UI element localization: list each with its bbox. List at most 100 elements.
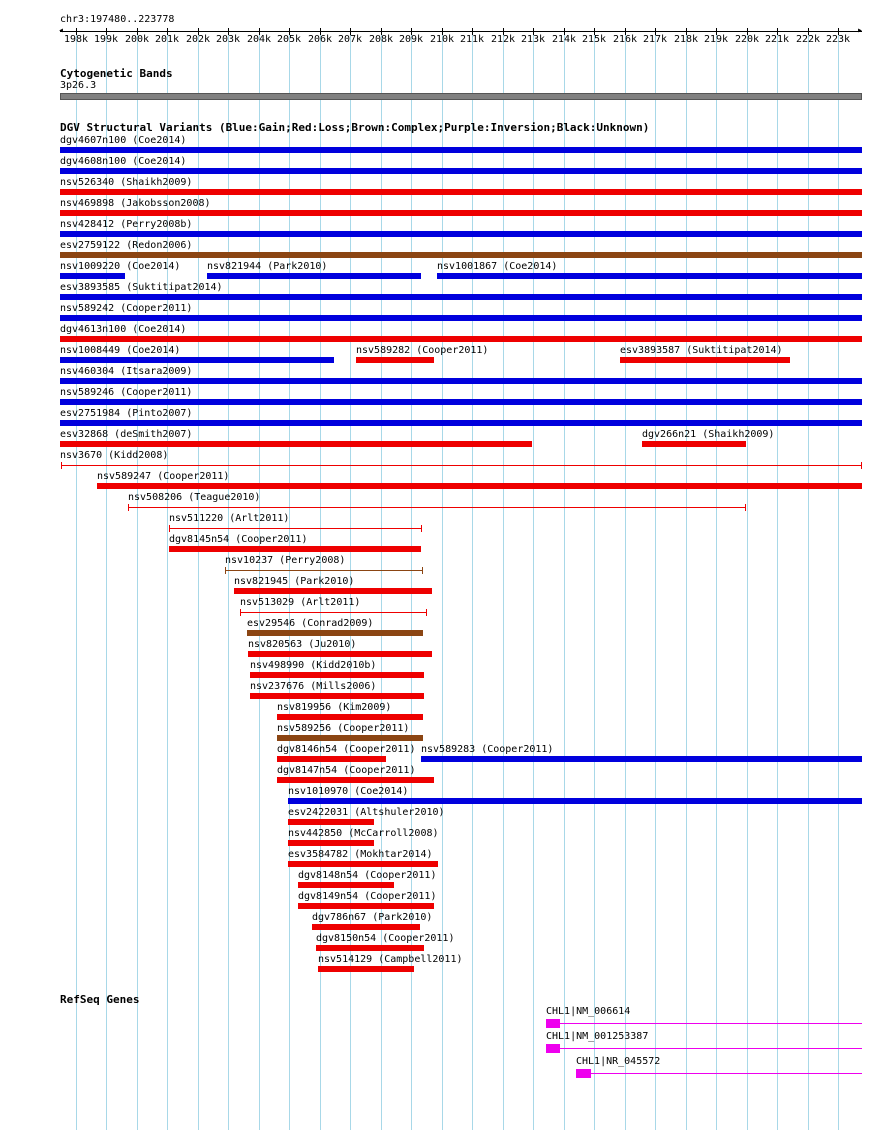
variant-label[interactable]: nsv513029 (Arlt2011)	[240, 597, 361, 608]
variant-label[interactable]: dgv4607n100 (Coe2014)	[60, 135, 187, 146]
variant-bar[interactable]	[318, 966, 414, 972]
variant-bar[interactable]	[288, 819, 374, 825]
variant-bar[interactable]	[356, 357, 434, 363]
variant-label[interactable]: nsv1010970 (Coe2014)	[288, 786, 409, 797]
variant-bar[interactable]	[207, 273, 421, 279]
variant-bar[interactable]	[298, 882, 394, 888]
variant-label[interactable]: nsv589242 (Cooper2011)	[60, 303, 193, 314]
variant-label[interactable]: nsv589256 (Cooper2011)	[277, 723, 410, 734]
variant-bar[interactable]	[620, 357, 790, 363]
variant-bar[interactable]	[60, 273, 125, 279]
variant-label[interactable]: nsv589282 (Cooper2011)	[356, 345, 489, 356]
variant-bar[interactable]	[60, 294, 862, 300]
variant-label[interactable]: nsv469898 (Jakobsson2008)	[60, 198, 211, 209]
variant-range-line[interactable]	[128, 507, 746, 508]
variant-bar[interactable]	[60, 441, 532, 447]
variant-bar[interactable]	[298, 903, 434, 909]
variant-bar[interactable]	[288, 840, 374, 846]
variant-bar[interactable]	[277, 756, 386, 762]
variant-range-line[interactable]	[240, 612, 427, 613]
variant-bar[interactable]	[60, 420, 862, 426]
variant-bar[interactable]	[312, 924, 420, 930]
variant-label[interactable]: nsv589283 (Cooper2011)	[421, 744, 554, 755]
variant-label[interactable]: esv2751984 (Pinto2007)	[60, 408, 193, 419]
variant-bar[interactable]	[277, 777, 434, 783]
variant-label[interactable]: nsv1009220 (Coe2014)	[60, 261, 181, 272]
variant-bar[interactable]	[60, 147, 862, 153]
variant-label[interactable]: nsv10237 (Perry2008)	[225, 555, 346, 566]
variant-label[interactable]: nsv498990 (Kidd2010b)	[250, 660, 377, 671]
variant-label[interactable]: dgv8146n54 (Cooper2011)	[277, 744, 416, 755]
cyto-band-bar[interactable]	[60, 93, 862, 100]
variant-bar[interactable]	[642, 441, 746, 447]
variant-bar[interactable]	[60, 210, 862, 216]
gene-label[interactable]: CHL1|NR_045572	[576, 1056, 661, 1067]
variant-label[interactable]: nsv442850 (McCarroll2008)	[288, 828, 439, 839]
variant-range-line[interactable]	[61, 465, 862, 466]
variant-bar[interactable]	[250, 672, 424, 678]
variant-label[interactable]: nsv589246 (Cooper2011)	[60, 387, 193, 398]
variant-label[interactable]: nsv526340 (Shaikh2009)	[60, 177, 193, 188]
variant-label[interactable]: nsv508206 (Teague2010)	[128, 492, 261, 503]
variant-bar[interactable]	[60, 168, 862, 174]
variant-label[interactable]: nsv589247 (Cooper2011)	[97, 471, 230, 482]
variant-label[interactable]: dgv8148n54 (Cooper2011)	[298, 870, 437, 881]
variant-label[interactable]: dgv8150n54 (Cooper2011)	[316, 933, 455, 944]
variant-label[interactable]: esv2759122 (Redon2006)	[60, 240, 193, 251]
variant-bar[interactable]	[60, 231, 862, 237]
variant-label[interactable]: nsv511220 (Arlt2011)	[169, 513, 290, 524]
variant-label[interactable]: dgv786n67 (Park2010)	[312, 912, 433, 923]
variant-bar[interactable]	[60, 189, 862, 195]
gene-intron-line[interactable]	[591, 1073, 862, 1074]
gene-intron-line[interactable]	[560, 1023, 862, 1024]
variant-bar[interactable]	[421, 756, 862, 762]
gene-label[interactable]: CHL1|NM_001253387	[546, 1031, 649, 1042]
variant-label[interactable]: dgv4613n100 (Coe2014)	[60, 324, 187, 335]
variant-label[interactable]: dgv266n21 (Shaikh2009)	[642, 429, 775, 440]
variant-label[interactable]: nsv1001867 (Coe2014)	[437, 261, 558, 272]
variant-bar[interactable]	[60, 378, 862, 384]
variant-bar[interactable]	[234, 588, 432, 594]
variant-label[interactable]: nsv1008449 (Coe2014)	[60, 345, 181, 356]
variant-bar[interactable]	[60, 252, 862, 258]
variant-bar[interactable]	[60, 315, 862, 321]
gene-intron-line[interactable]	[560, 1048, 862, 1049]
variant-label[interactable]: esv3584782 (Mokhtar2014)	[288, 849, 433, 860]
gene-exon[interactable]	[546, 1044, 560, 1053]
variant-label[interactable]: nsv237676 (Mills2006)	[250, 681, 377, 692]
gene-exon[interactable]	[546, 1019, 560, 1028]
variant-bar[interactable]	[60, 357, 334, 363]
variant-bar[interactable]	[248, 651, 432, 657]
variant-label[interactable]: esv3893587 (Suktitipat2014)	[620, 345, 783, 356]
variant-label[interactable]: nsv820563 (Ju2010)	[248, 639, 357, 650]
variant-label[interactable]: nsv821944 (Park2010)	[207, 261, 328, 272]
variant-label[interactable]: nsv514129 (Campbell2011)	[318, 954, 463, 965]
variant-bar[interactable]	[169, 546, 421, 552]
variant-bar[interactable]	[316, 945, 424, 951]
variant-bar[interactable]	[288, 861, 438, 867]
variant-label[interactable]: nsv3670 (Kidd2008)	[60, 450, 169, 461]
variant-label[interactable]: esv32868 (deSmith2007)	[60, 429, 193, 440]
variant-label[interactable]: nsv819956 (Kim2009)	[277, 702, 392, 713]
variant-label[interactable]: esv29546 (Conrad2009)	[247, 618, 374, 629]
variant-bar[interactable]	[247, 630, 423, 636]
variant-bar[interactable]	[60, 399, 862, 405]
variant-bar[interactable]	[288, 798, 862, 804]
variant-label[interactable]: esv3893585 (Suktitipat2014)	[60, 282, 223, 293]
variant-label[interactable]: dgv8147n54 (Cooper2011)	[277, 765, 416, 776]
variant-bar[interactable]	[437, 273, 862, 279]
variant-label[interactable]: dgv8145n54 (Cooper2011)	[169, 534, 308, 545]
variant-label[interactable]: dgv4608n100 (Coe2014)	[60, 156, 187, 167]
variant-bar[interactable]	[277, 714, 423, 720]
variant-label[interactable]: nsv460304 (Itsara2009)	[60, 366, 193, 377]
variant-range-line[interactable]	[169, 528, 422, 529]
variant-bar[interactable]	[250, 693, 424, 699]
variant-bar[interactable]	[60, 336, 862, 342]
gene-label[interactable]: CHL1|NM_006614	[546, 1006, 631, 1017]
variant-label[interactable]: nsv821945 (Park2010)	[234, 576, 355, 587]
variant-label[interactable]: nsv428412 (Perry2008b)	[60, 219, 193, 230]
variant-label[interactable]: esv2422031 (Altshuler2010)	[288, 807, 445, 818]
gene-exon[interactable]	[576, 1069, 591, 1078]
variant-bar[interactable]	[97, 483, 862, 489]
variant-range-line[interactable]	[225, 570, 423, 571]
